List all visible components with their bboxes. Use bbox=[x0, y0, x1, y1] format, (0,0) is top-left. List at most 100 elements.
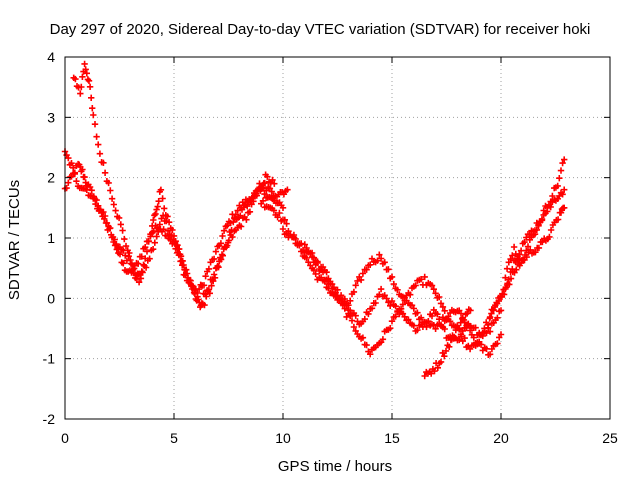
data-point-track-c bbox=[159, 195, 166, 202]
data-point-track-f bbox=[430, 306, 437, 314]
data-point-track-c bbox=[140, 261, 147, 268]
data-point-track-d bbox=[417, 314, 425, 321]
data-point-track-d bbox=[363, 266, 370, 273]
data-point-track-c bbox=[113, 240, 120, 248]
data-point-track-d bbox=[486, 328, 494, 335]
data-point-track-f bbox=[405, 316, 412, 323]
data-point-track-e bbox=[279, 225, 287, 233]
data-point-track-e bbox=[283, 230, 290, 237]
data-point-track-b bbox=[81, 60, 88, 68]
data-point-track-a bbox=[202, 273, 209, 280]
data-point-track-f bbox=[341, 298, 348, 305]
data-point-track-g bbox=[428, 370, 435, 377]
data-point-track-c bbox=[97, 207, 104, 214]
data-point-track-f bbox=[388, 297, 396, 305]
data-point-track-f bbox=[419, 323, 427, 330]
data-point-track-j bbox=[559, 191, 566, 198]
data-point-track-c bbox=[71, 169, 78, 176]
data-point-track-e bbox=[343, 313, 350, 321]
data-point-track-c bbox=[120, 247, 127, 254]
data-point-track-h bbox=[559, 159, 566, 167]
data-point-track-e bbox=[430, 286, 437, 293]
data-point-track-h bbox=[556, 175, 563, 182]
data-point-track-d bbox=[390, 280, 397, 288]
data-point-track-a bbox=[200, 282, 208, 289]
data-point-track-c bbox=[176, 245, 183, 253]
data-point-track-c bbox=[151, 212, 158, 219]
data-point-track-f bbox=[456, 336, 463, 344]
data-point-track-f bbox=[372, 299, 379, 307]
data-point-track-c bbox=[186, 277, 193, 284]
data-point-track-f bbox=[308, 249, 316, 257]
data-point-track-e bbox=[483, 345, 490, 352]
data-point-track-i bbox=[502, 284, 509, 291]
data-point-track-c bbox=[195, 296, 202, 303]
data-point-track-b bbox=[119, 227, 126, 234]
data-point-track-i bbox=[535, 244, 543, 252]
data-point-track-d bbox=[357, 276, 365, 284]
data-point-track-d bbox=[461, 334, 468, 342]
data-point-track-b bbox=[122, 242, 130, 250]
data-point-track-b bbox=[85, 77, 93, 84]
data-point-track-b bbox=[155, 228, 162, 235]
data-point-track-j bbox=[531, 231, 539, 238]
x-axis-label: GPS time / hours bbox=[278, 458, 392, 475]
data-point-track-j bbox=[535, 222, 542, 229]
x-tick-label: 25 bbox=[602, 430, 618, 446]
data-point-track-c bbox=[70, 164, 77, 171]
x-tick-label: 0 bbox=[61, 430, 69, 446]
data-point-track-e bbox=[412, 282, 419, 289]
data-point-track-c bbox=[137, 271, 144, 279]
y-axis-label: SDTVAR / TECUs bbox=[6, 180, 23, 300]
data-point-track-d bbox=[276, 209, 283, 217]
data-point-track-j bbox=[547, 203, 554, 211]
data-point-track-a bbox=[135, 260, 142, 267]
data-point-track-c bbox=[147, 231, 154, 238]
data-point-track-f bbox=[383, 295, 390, 302]
data-point-track-c bbox=[90, 193, 97, 200]
data-point-track-a bbox=[220, 227, 228, 234]
data-point-track-b bbox=[93, 133, 100, 140]
data-point-track-h bbox=[554, 182, 561, 190]
data-point-track-c bbox=[230, 218, 237, 226]
x-tick-label: 20 bbox=[493, 430, 509, 446]
data-point-track-c bbox=[133, 275, 141, 283]
x-tick-label: 10 bbox=[275, 430, 291, 446]
data-point-track-b bbox=[149, 246, 157, 253]
data-point-track-a bbox=[142, 244, 149, 251]
data-point-track-a bbox=[65, 179, 72, 186]
data-point-track-c bbox=[170, 232, 178, 240]
data-point-track-b bbox=[107, 187, 114, 194]
data-point-track-e bbox=[348, 317, 356, 324]
data-point-track-a bbox=[205, 265, 213, 273]
data-point-track-c bbox=[152, 210, 159, 218]
data-point-track-c bbox=[169, 226, 176, 234]
data-point-track-b bbox=[86, 83, 94, 90]
data-point-track-b bbox=[121, 235, 128, 243]
data-point-track-a bbox=[93, 196, 100, 204]
y-tick-label: 3 bbox=[47, 109, 55, 125]
data-point-track-e bbox=[497, 331, 505, 338]
data-point-track-e bbox=[428, 282, 436, 289]
data-point-track-g bbox=[441, 353, 448, 360]
data-point-track-c bbox=[127, 256, 134, 264]
data-point-track-c bbox=[155, 198, 162, 205]
data-point-track-d bbox=[410, 305, 417, 312]
data-point-track-i bbox=[557, 209, 565, 216]
data-point-track-b bbox=[183, 270, 191, 277]
data-point-track-c bbox=[128, 261, 136, 268]
data-point-track-d bbox=[466, 345, 474, 353]
data-point-track-f bbox=[368, 305, 376, 312]
data-point-track-c bbox=[143, 248, 151, 255]
data-point-track-d bbox=[352, 282, 359, 289]
data-point-track-j bbox=[523, 247, 530, 254]
data-point-track-f bbox=[472, 324, 479, 331]
data-point-track-c bbox=[261, 179, 268, 187]
y-tick-label: 0 bbox=[47, 290, 55, 306]
data-point-track-d bbox=[376, 251, 383, 258]
data-point-track-a bbox=[234, 207, 241, 214]
data-point-track-c bbox=[252, 190, 260, 197]
data-point-track-a bbox=[212, 248, 220, 255]
data-point-track-b bbox=[72, 75, 79, 83]
data-point-track-c bbox=[145, 238, 152, 245]
